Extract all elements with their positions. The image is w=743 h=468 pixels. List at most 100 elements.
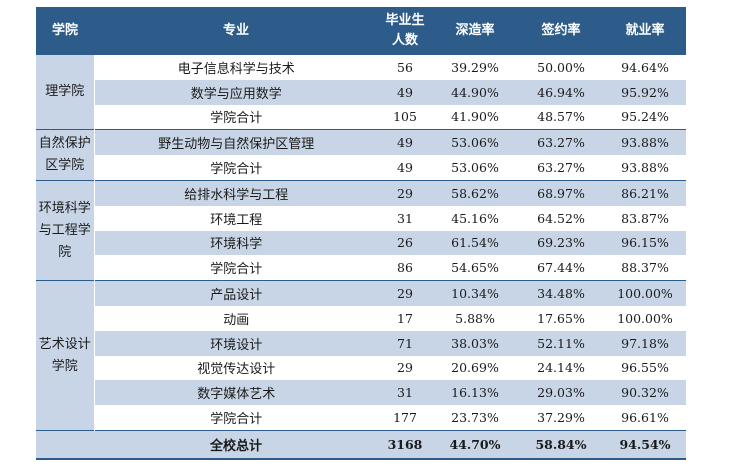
- college-name: 理学院: [36, 55, 95, 130]
- major-name: 野生动物与自然保护区管理: [94, 129, 378, 156]
- table-row: 学院合计 86 54.65% 67.44% 88.37%: [36, 255, 686, 280]
- employment-rate: 96.61%: [621, 410, 669, 426]
- major-name: 给排水科学与工程: [94, 179, 378, 206]
- employment-rate: 93.88%: [604, 129, 686, 156]
- signing-rate: 63.27%: [537, 160, 585, 176]
- table-row: 环境科学与工程学院 给排水科学与工程 29 58.62% 68.97% 86.21%: [36, 179, 686, 281]
- table-row: 学院合计 177 23.73% 37.29% 96.61%: [36, 405, 686, 430]
- table-row: 数字媒体艺术 31 16.13% 29.03% 90.32%: [36, 380, 686, 406]
- further-study-rate: 44.90%: [432, 79, 518, 105]
- further-study-rate: 53.06%: [451, 160, 499, 176]
- total-college-cell: [36, 429, 94, 460]
- college-name-text: 环境科学与工程学院: [38, 200, 91, 260]
- signing-rate: 67.44%: [537, 260, 585, 276]
- employment-rate: 88.37%: [621, 260, 669, 276]
- college-name-text: 艺术设计学院: [38, 336, 91, 374]
- signing-rate: 24.14%: [537, 360, 585, 376]
- major-name: 数字媒体艺术: [94, 380, 378, 406]
- signing-rate: 46.94%: [518, 79, 604, 105]
- total-count: 3168: [378, 429, 432, 460]
- major-name: 环境科学: [94, 230, 378, 256]
- further-study-rate: 23.73%: [451, 410, 499, 426]
- total-label: 全校总计: [94, 429, 378, 460]
- header-graduates-line2: 人数: [391, 33, 418, 48]
- header-graduates-line1: 毕业生: [385, 13, 425, 28]
- graduate-count: 105: [393, 109, 417, 125]
- major-name: 学院合计: [210, 162, 263, 178]
- college-name: 艺术设计学院: [36, 280, 95, 431]
- table-row: 自然保护区学院 野生动物与自然保护区管理 49 53.06% 63.27% 93.88%: [36, 129, 686, 181]
- header-employment-rate: 就业率: [604, 7, 686, 55]
- signing-rate: 37.29%: [537, 410, 585, 426]
- table-row: 数学与应用数学 49 44.90% 46.94% 95.92%: [36, 79, 686, 105]
- further-study-rate: 61.54%: [432, 230, 518, 256]
- college-name: 自然保护区学院: [36, 129, 95, 181]
- table-row: 理学院 电子信息科学与技术 56 39.29% 50.00% 94.64%: [36, 55, 686, 130]
- table-row: 学院合计 105 41.90% 48.57% 95.24%: [36, 105, 686, 130]
- total-row: 全校总计 3168 44.70% 58.84% 94.54%: [36, 429, 686, 460]
- header-signing-rate: 签约率: [518, 7, 604, 55]
- signing-rate: 69.23%: [518, 230, 604, 256]
- graduate-count: 31: [397, 210, 413, 226]
- graduate-count: 29: [378, 179, 432, 206]
- table-row: 环境工程 31 45.16% 64.52% 83.87%: [36, 206, 686, 231]
- employment-rate: 96.15%: [604, 230, 686, 256]
- table-row: 环境科学 26 61.54% 69.23% 96.15%: [36, 230, 686, 256]
- further-study-rate: 20.69%: [451, 360, 499, 376]
- further-study-rate: 38.03%: [432, 330, 518, 356]
- major-name: 学院合计: [210, 111, 263, 127]
- employment-rate: 97.18%: [604, 330, 686, 356]
- further-study-rate: 16.13%: [432, 380, 518, 406]
- table-body: 理学院 电子信息科学与技术 56 39.29% 50.00% 94.64% 数学与应用数学 4…: [36, 55, 686, 460]
- graduate-count: 29: [397, 360, 413, 376]
- further-study-rate: 39.29%: [451, 59, 499, 75]
- signing-rate: 34.48%: [518, 280, 604, 306]
- graduate-count: 49: [378, 79, 432, 105]
- further-study-rate: 58.62%: [432, 179, 518, 206]
- graduate-count: 56: [397, 59, 413, 75]
- employment-rate: 96.55%: [621, 360, 669, 376]
- college-name-text: 自然保护区学院: [38, 136, 91, 174]
- graduate-count: 86: [397, 260, 413, 276]
- signing-rate: 29.03%: [518, 380, 604, 406]
- graduate-count: 177: [393, 410, 417, 426]
- further-study-rate: 5.88%: [455, 310, 495, 326]
- major-name: 产品设计: [94, 280, 378, 306]
- graduate-count: 17: [397, 310, 413, 326]
- employment-rate: 90.32%: [604, 380, 686, 406]
- further-study-rate: 53.06%: [432, 129, 518, 156]
- major-name: 环境工程: [210, 212, 263, 228]
- major-name: 环境设计: [94, 330, 378, 356]
- employment-stats-table: 学院 专业 毕业生 人数 深造率 签约率 就业率 理学院 电子信息科学与技术 56 3…: [36, 7, 686, 460]
- college-name: 环境科学与工程学院: [36, 179, 95, 281]
- total-employment-rate: 94.54%: [604, 429, 686, 460]
- header-row: 学院 专业 毕业生 人数 深造率 签约率 就业率: [36, 7, 686, 55]
- header-college: 学院: [36, 7, 94, 55]
- major-name: 学院合计: [210, 262, 263, 278]
- graduate-count: 49: [397, 160, 413, 176]
- major-name: 数学与应用数学: [94, 79, 378, 105]
- total-further-study-rate: 44.70%: [432, 429, 518, 460]
- major-name: 动画: [223, 312, 250, 328]
- header-further-study-rate: 深造率: [432, 7, 518, 55]
- header-graduates: 毕业生 人数: [378, 7, 432, 55]
- employment-rate: 100.00%: [617, 310, 673, 326]
- graduate-count: 31: [378, 380, 432, 406]
- signing-rate: 17.65%: [537, 310, 585, 326]
- total-signing-rate: 58.84%: [518, 429, 604, 460]
- major-name: 学院合计: [210, 412, 263, 428]
- employment-rate: 83.87%: [621, 210, 669, 226]
- table-row: 艺术设计学院 产品设计 29 10.34% 34.48% 100.00%: [36, 280, 686, 431]
- graduate-count: 26: [378, 230, 432, 256]
- signing-rate: 68.97%: [518, 179, 604, 206]
- graduate-count: 29: [378, 280, 432, 306]
- employment-rate: 93.88%: [621, 160, 669, 176]
- signing-rate: 63.27%: [518, 129, 604, 156]
- table-row: 视觉传达设计 29 20.69% 24.14% 96.55%: [36, 356, 686, 381]
- graduate-count: 71: [378, 330, 432, 356]
- table-row: 环境设计 71 38.03% 52.11% 97.18%: [36, 330, 686, 356]
- signing-rate: 52.11%: [518, 330, 604, 356]
- employment-rate: 95.24%: [621, 109, 669, 125]
- graduate-count: 49: [378, 129, 432, 156]
- further-study-rate: 10.34%: [432, 280, 518, 306]
